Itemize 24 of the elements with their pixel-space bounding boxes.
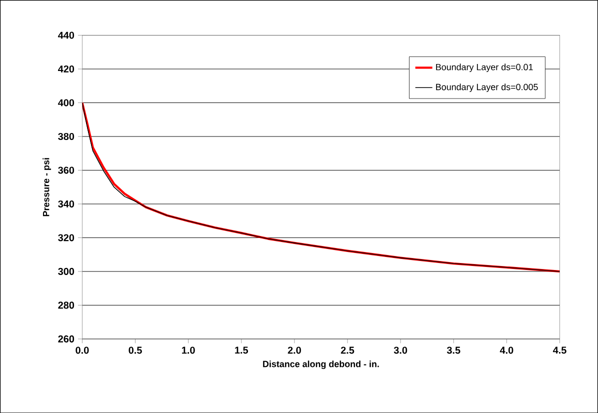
x-tick-label: 1.0 <box>182 346 195 354</box>
x-tick-label: 3.0 <box>394 346 408 354</box>
x-tick-label: 3.5 <box>446 346 460 354</box>
y-tick-label: 300 <box>58 268 74 275</box>
y-tick-label: 420 <box>58 65 74 72</box>
x-tick-label: 2.0 <box>288 346 301 354</box>
x-tick-label: 0.0 <box>76 346 89 354</box>
x-tick-label: 4.0 <box>500 346 514 354</box>
y-tick-label: 260 <box>58 335 74 342</box>
y-tick-label: 280 <box>58 302 74 309</box>
x-tick-label: 0.5 <box>128 346 142 354</box>
x-tick-label: 4.5 <box>552 346 566 354</box>
x-tick-label: 1.5 <box>235 346 248 354</box>
y-tick-label: 360 <box>58 166 74 174</box>
x-tick-label: 2.5 <box>340 346 354 354</box>
y-tick-label: 400 <box>58 99 74 106</box>
legend-label: Boundary Layer ds=0.005 <box>436 84 538 92</box>
y-tick-label: 320 <box>58 234 74 242</box>
y-tick-label: 440 <box>58 32 74 39</box>
y-axis-title: Pressure - psi <box>42 158 52 216</box>
legend-label: Boundary Layer ds=0.01 <box>436 64 533 72</box>
y-tick-label: 380 <box>58 132 74 140</box>
y-tick-label: 340 <box>58 200 74 208</box>
x-axis-title: Distance along debond - in. <box>263 360 379 369</box>
